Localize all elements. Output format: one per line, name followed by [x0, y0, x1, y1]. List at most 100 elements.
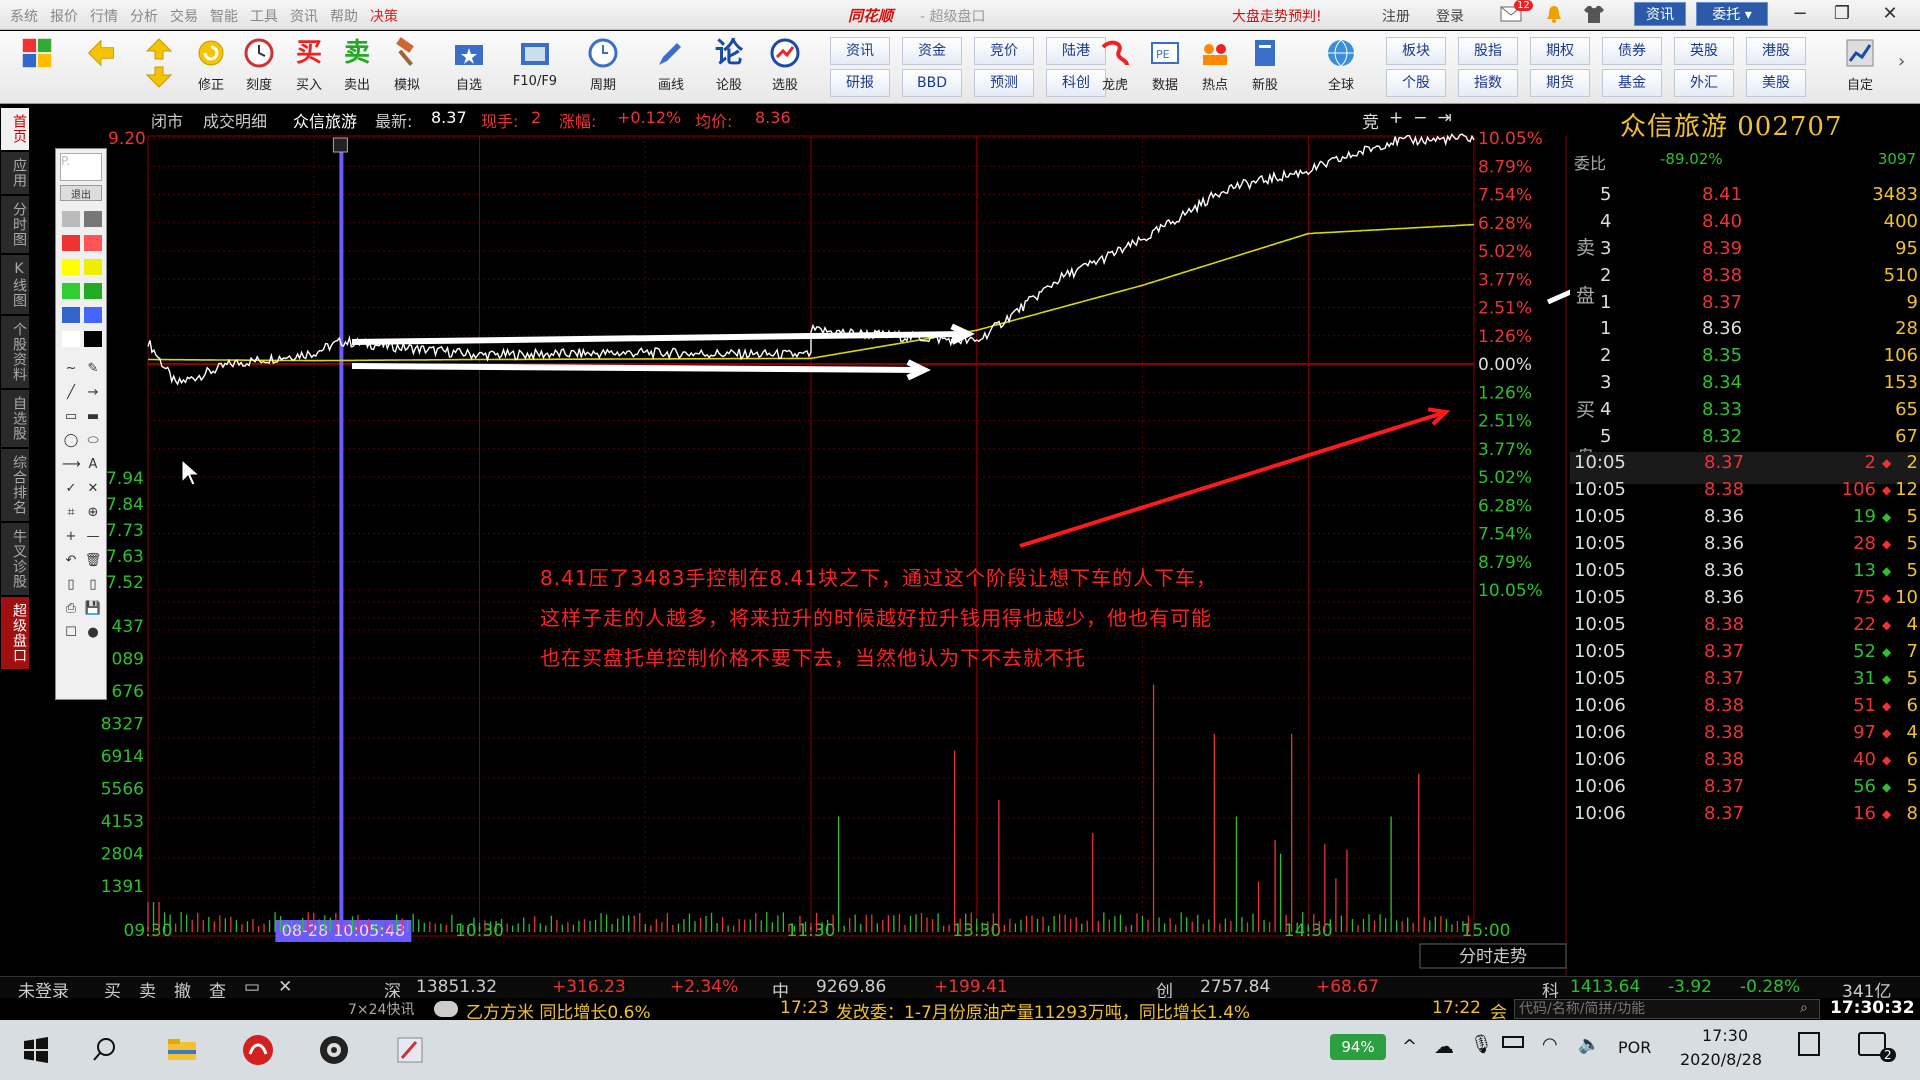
camera-app-icon[interactable] — [314, 1030, 354, 1070]
battery-icon[interactable] — [1502, 1036, 1524, 1048]
draw-tool-icon[interactable]: + — [65, 529, 77, 544]
draw-tool-icon[interactable]: ⎙ — [65, 601, 77, 616]
left-tab[interactable]: 综合排名 — [1, 449, 29, 521]
bid-row[interactable]: 4 8.33 65 — [1570, 399, 1920, 429]
bid-row[interactable]: 2 8.35 106 — [1570, 345, 1920, 375]
chevron-up-icon[interactable]: ^ — [1402, 1036, 1418, 1057]
color-swatch[interactable] — [84, 283, 102, 299]
ask-row[interactable]: 1 8.37 9 — [1570, 292, 1920, 322]
draw-tool-icon[interactable]: 🗑 — [84, 553, 102, 568]
toolbar-grid-button[interactable]: 期权 — [1530, 37, 1590, 65]
color-swatch[interactable] — [62, 259, 80, 275]
wifi-icon[interactable]: ◠ — [1542, 1034, 1558, 1055]
paint-app-icon[interactable] — [390, 1030, 430, 1070]
color-swatch[interactable] — [62, 211, 80, 227]
stock-search-input[interactable] — [1514, 999, 1820, 1019]
color-swatch[interactable] — [84, 259, 102, 275]
taskbar-time[interactable]: 17:30 — [1702, 1026, 1749, 1045]
color-swatch[interactable] — [84, 331, 102, 347]
draw-tool-icon[interactable]: A — [88, 457, 98, 472]
news-item-3[interactable]: 会 — [1490, 1003, 1507, 1023]
left-tab[interactable]: 个股资料 — [1, 316, 29, 388]
close-icon[interactable] — [332, 137, 348, 153]
news-item-1[interactable]: 乙方方米 同比增长0.6% — [466, 1003, 651, 1023]
ask-row[interactable]: 4 8.40 400 — [1570, 211, 1920, 241]
zhong-value[interactable]: 9269.86 — [816, 977, 887, 997]
tool-hot[interactable]: 热点 — [1192, 37, 1238, 101]
trade-action-button[interactable]: 撤 — [174, 982, 191, 1002]
color-swatch[interactable] — [62, 307, 80, 323]
left-tab[interactable]: 首页 — [1, 108, 29, 150]
trade-action-button[interactable]: 查 — [209, 982, 226, 1002]
tool-sell[interactable]: 卖卖出 — [334, 37, 380, 101]
trade-action-button[interactable]: 买 — [104, 982, 121, 1002]
tool-screen[interactable]: 选股 — [756, 37, 814, 101]
draw-tool-icon[interactable]: ✓ — [65, 481, 77, 496]
chuang-value[interactable]: 2757.84 — [1200, 977, 1271, 997]
tool-custom[interactable]: 自定 — [1830, 37, 1890, 101]
toolbar-grid-button[interactable]: 科创 — [1046, 69, 1106, 97]
draw-tool-icon[interactable]: ☐ — [65, 625, 77, 640]
toolbar-grid-button[interactable]: 基金 — [1602, 69, 1662, 97]
toolbar-grid-button[interactable]: 外汇 — [1674, 69, 1734, 97]
tick-row[interactable]: 10:05 8.36 19 ◆ 5 — [1570, 506, 1920, 538]
draw-tool-icon[interactable]: ╱ — [67, 385, 75, 400]
news-item-2[interactable]: 发改委：1-7月份原油产量11293万吨，同比增长1.4% — [836, 1003, 1251, 1023]
draw-tool-icon[interactable]: ✕ — [87, 481, 99, 496]
ke-value[interactable]: 1413.64 — [1570, 977, 1641, 997]
microphone-icon[interactable]: 🎙 — [1470, 1034, 1493, 1055]
tool-data[interactable]: PE 数据 — [1142, 37, 1188, 101]
tool-home[interactable] — [14, 37, 60, 101]
notes-icon[interactable] — [1798, 1032, 1820, 1056]
login-status[interactable]: 未登录 — [18, 982, 69, 1002]
menu-item[interactable]: 决策 — [370, 9, 398, 25]
tonghuashun-app-icon[interactable] — [238, 1030, 278, 1070]
menu-item[interactable]: 帮助 — [330, 9, 358, 25]
search-icon[interactable] — [88, 1030, 128, 1070]
cloud-icon[interactable]: ☁ — [1434, 1034, 1454, 1058]
toolbar-grid-button[interactable]: 个股 — [1386, 69, 1446, 97]
tick-row[interactable]: 10:05 8.37 2 ◆ 2 — [1570, 452, 1920, 484]
menu-item[interactable]: 智能 — [210, 9, 238, 25]
toolbar-grid-button[interactable]: 资讯 — [830, 37, 890, 65]
tool-discuss[interactable]: 论论股 — [706, 37, 752, 101]
windows-start-icon[interactable] — [16, 1030, 56, 1070]
toolbar-grid-button[interactable]: 预测 — [974, 69, 1034, 97]
toolbar-grid-button[interactable]: 陆港 — [1046, 37, 1106, 65]
zoom-in-icon[interactable]: + — [1389, 108, 1404, 128]
trade-action-button[interactable]: ▭ — [244, 977, 261, 997]
tool-f10[interactable]: F10/F9 — [506, 37, 564, 101]
menu-item[interactable]: 交易 — [170, 9, 198, 25]
toolbar-grid-button[interactable]: 美股 — [1746, 69, 1806, 97]
toolbar-scroll-arrow[interactable]: › — [1898, 51, 1906, 72]
bid-row[interactable]: 1 8.36 28 — [1570, 318, 1920, 348]
taskbar-date[interactable]: 2020/8/28 — [1680, 1050, 1763, 1069]
toolbar-grid-button[interactable]: 竞价 — [974, 37, 1034, 65]
left-tab[interactable]: 超级盘口 — [1, 597, 29, 669]
news-button[interactable]: 资讯 — [1634, 2, 1686, 26]
language-indicator[interactable]: POR — [1618, 1038, 1652, 1057]
restore-button[interactable]: ❐ — [1833, 3, 1851, 24]
ask-row[interactable]: 3 8.39 95 — [1570, 238, 1920, 268]
draw-tool-icon[interactable]: ⊕ — [87, 505, 99, 520]
minimize-button[interactable]: − — [1792, 3, 1808, 24]
menu-item[interactable]: 行情 — [90, 9, 118, 25]
tick-row[interactable]: 10:05 8.36 13 ◆ 5 — [1570, 560, 1920, 592]
menu-item[interactable]: 工具 — [250, 9, 278, 25]
login-link[interactable]: 登录 — [1436, 9, 1464, 25]
tick-row[interactable]: 10:06 8.38 51 ◆ 6 — [1570, 695, 1920, 727]
tool-updown[interactable] — [136, 37, 182, 101]
draw-tool-icon[interactable]: ⟶ — [62, 457, 81, 472]
tool-period[interactable]: 周期 — [574, 37, 632, 101]
tick-row[interactable]: 10:06 8.38 97 ◆ 4 — [1570, 722, 1920, 754]
color-swatch[interactable] — [62, 283, 80, 299]
collapse-icon[interactable]: ⇥ — [1437, 108, 1452, 128]
draw-tool-icon[interactable]: ▯ — [67, 577, 75, 592]
bid-row[interactable]: 5 8.32 67 — [1570, 426, 1920, 456]
draw-tool-icon[interactable]: ~ — [65, 361, 77, 376]
tab-box[interactable] — [1419, 943, 1567, 969]
promo-link[interactable]: 大盘走势预判! — [1232, 9, 1322, 25]
color-swatch[interactable] — [84, 235, 102, 251]
delegate-button[interactable]: 委托 ▾ — [1696, 2, 1768, 26]
tick-row[interactable]: 10:05 8.37 31 ◆ 5 — [1570, 668, 1920, 700]
